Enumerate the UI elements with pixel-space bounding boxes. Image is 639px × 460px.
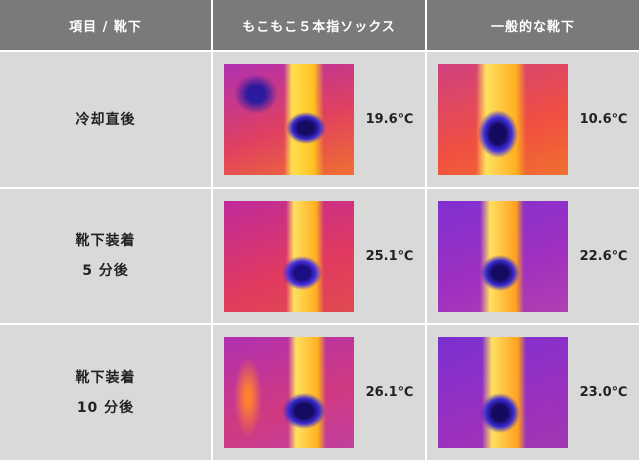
- table-cell: 10.6℃: [427, 52, 639, 187]
- table-cell: 26.1℃: [213, 325, 425, 460]
- header-cell: 項目 / 靴下: [0, 0, 211, 50]
- row-label: 靴下装着 5 分後: [0, 189, 211, 323]
- temperature: 23.0℃: [579, 385, 628, 400]
- temperature: 25.1℃: [365, 248, 414, 264]
- temperature: 26.1℃: [365, 385, 414, 400]
- header-cell: もこもこ５本指ソックス: [213, 0, 425, 50]
- thermal-image: [438, 64, 568, 175]
- label-line: 10 分後: [76, 399, 135, 416]
- temperature: 22.6℃: [579, 248, 628, 264]
- label-line: 靴下装着: [75, 233, 136, 249]
- label-line: 5 分後: [82, 263, 129, 279]
- header-cell: 一般的な靴下: [427, 0, 639, 50]
- row-label: 靴下装着 10 分後: [0, 325, 211, 460]
- table-cell: 25.1℃: [213, 189, 425, 323]
- table-cell: 23.0℃: [427, 325, 639, 460]
- label-line: 冷却直後: [75, 111, 136, 128]
- table-cell: 22.6℃: [427, 189, 639, 323]
- thermal-image: [224, 201, 354, 312]
- thermal-image: [224, 64, 354, 175]
- thermal-image: [438, 201, 568, 312]
- thermal-image: [438, 337, 568, 448]
- temperature: 10.6℃: [579, 112, 628, 127]
- table-cell: 19.6℃: [213, 52, 425, 187]
- row-label: 冷却直後: [0, 52, 211, 187]
- label-line: 靴下装着: [75, 369, 136, 386]
- temperature: 19.6℃: [365, 112, 414, 127]
- thermal-image: [224, 337, 354, 448]
